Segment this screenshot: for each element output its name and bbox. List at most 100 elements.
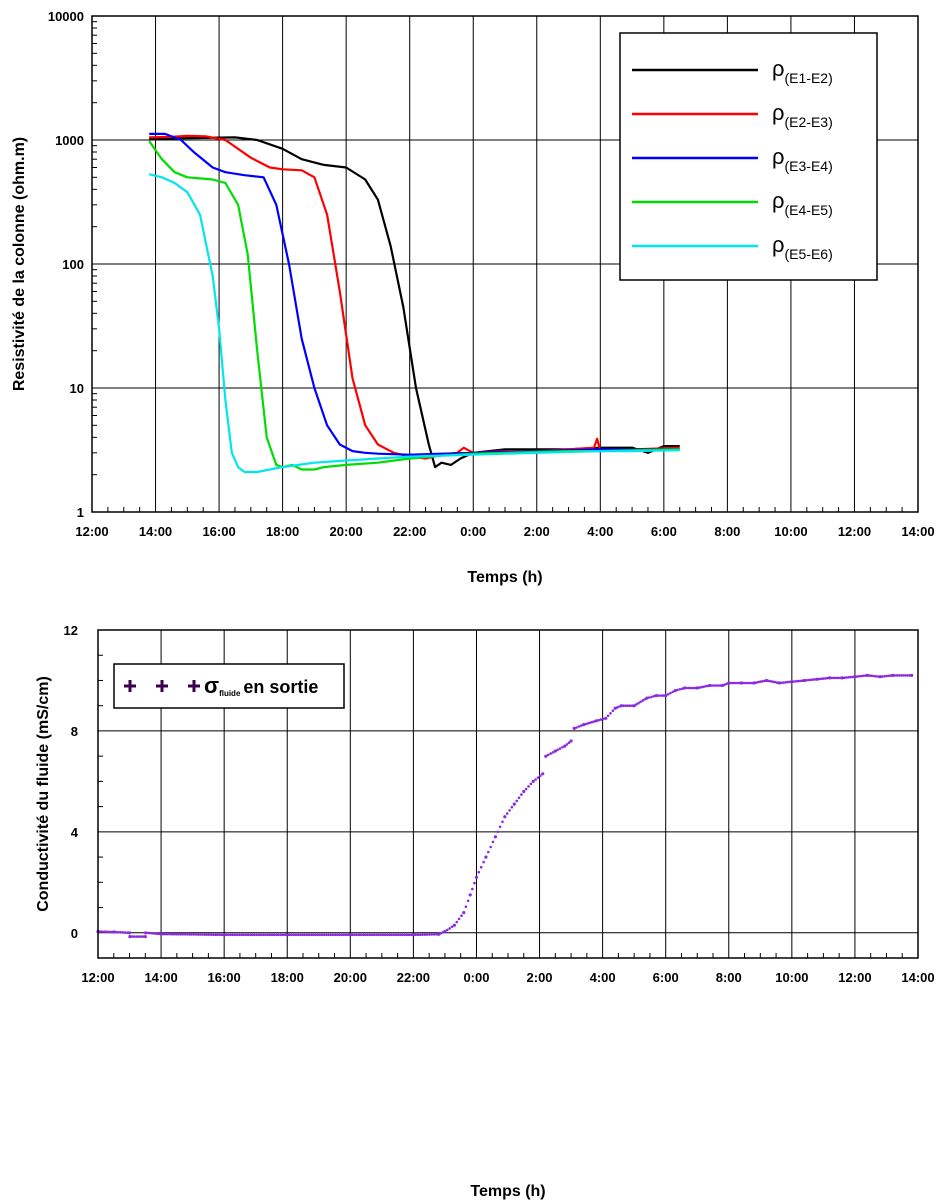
data-point-fill xyxy=(279,933,283,937)
data-point xyxy=(443,929,447,934)
data-point-fill xyxy=(194,933,198,936)
data-point-fill xyxy=(110,930,113,934)
data-point xyxy=(891,673,895,678)
legend-box xyxy=(113,663,345,709)
data-point-fill xyxy=(883,675,886,678)
data-point xyxy=(727,681,731,685)
data-point-fill xyxy=(868,674,871,677)
data-point-fill xyxy=(259,933,263,937)
data-point-fill xyxy=(242,933,245,937)
data-point xyxy=(112,930,116,934)
conductivity-series xyxy=(96,673,914,939)
data-point xyxy=(695,686,699,690)
legend-label-0: ρ(E1-E2) xyxy=(772,56,833,86)
data-point-fill xyxy=(455,920,459,924)
data-point-fill xyxy=(784,681,787,684)
data-point-fill xyxy=(902,674,905,677)
data-point-fill xyxy=(678,688,682,691)
data-point-fill xyxy=(897,674,901,677)
data-point-fill xyxy=(303,933,306,937)
data-point xyxy=(582,723,586,727)
y-tick-label: 4 xyxy=(71,825,79,840)
data-point-fill xyxy=(119,931,122,934)
data-point-fill xyxy=(748,681,752,685)
data-point-fill xyxy=(676,688,679,692)
data-point-fill xyxy=(203,933,206,936)
data-point-fill xyxy=(546,753,550,757)
data-point xyxy=(128,935,132,939)
data-point-fill xyxy=(759,680,762,683)
data-point xyxy=(910,673,914,678)
data-point-fill xyxy=(257,933,261,937)
x-tick-label: 14:00 xyxy=(139,524,172,539)
conductivity-y-tick-labels: 0 4 8 12 xyxy=(64,623,79,941)
data-point-fill xyxy=(549,752,552,755)
data-point-fill xyxy=(609,712,612,715)
data-point-fill xyxy=(906,674,909,677)
data-point-fill xyxy=(386,933,389,937)
data-point-fill xyxy=(520,793,523,796)
x-tick-label: 12:00 xyxy=(75,524,108,539)
data-point-fill xyxy=(135,935,138,938)
data-point-fill xyxy=(388,933,391,937)
data-point-fill xyxy=(704,685,707,688)
x-tick-label: 12:00 xyxy=(838,970,871,985)
x-tick-label: 16:00 xyxy=(202,524,235,539)
data-point-fill xyxy=(175,932,178,936)
data-point xyxy=(544,754,548,758)
data-point xyxy=(683,686,687,690)
x-tick-label: 10:00 xyxy=(775,970,808,985)
data-point-fill xyxy=(698,686,701,689)
data-point-fill xyxy=(685,686,688,690)
data-point xyxy=(645,696,649,700)
data-point-fill xyxy=(338,933,341,937)
data-point-fill xyxy=(233,933,237,937)
data-point xyxy=(144,931,148,935)
data-point-fill xyxy=(885,674,888,678)
data-point xyxy=(411,933,415,937)
legend-label-1: ρ(E2-E3) xyxy=(772,100,833,130)
x-tick-label: 14:00 xyxy=(144,970,177,985)
data-point-fill xyxy=(824,677,827,680)
y-tick-label: 0 xyxy=(71,926,78,941)
data-point-fill xyxy=(508,809,511,812)
data-point-fill xyxy=(836,676,840,680)
y-tick-label: 10 xyxy=(70,381,84,396)
data-point-fill xyxy=(857,675,861,678)
data-point-fill xyxy=(691,686,695,690)
data-point-fill xyxy=(301,933,304,937)
data-point-fill xyxy=(491,840,495,844)
y-tick-label: 1 xyxy=(77,505,84,520)
data-point-fill xyxy=(742,681,745,685)
data-point-fill xyxy=(405,933,409,937)
x-tick-label: 22:00 xyxy=(393,524,426,539)
data-point-fill xyxy=(845,676,848,679)
data-point-fill xyxy=(290,933,293,937)
data-point-fill xyxy=(153,932,156,935)
data-point-fill xyxy=(396,933,400,937)
data-point xyxy=(664,694,668,698)
x-tick-label: 14:00 xyxy=(901,970,934,985)
data-point-fill xyxy=(218,933,222,936)
data-point-fill xyxy=(344,933,348,937)
x-tick-label: 0:00 xyxy=(460,524,486,539)
data-point-fill xyxy=(139,935,143,938)
x-tick-label: 2:00 xyxy=(524,524,550,539)
resistivity-minor-ticks xyxy=(92,21,903,512)
data-point-fill xyxy=(659,694,663,697)
data-point-fill xyxy=(414,933,418,936)
data-point-fill xyxy=(487,850,490,854)
data-point-fill xyxy=(390,933,393,937)
data-point-fill xyxy=(419,933,422,936)
data-point-fill xyxy=(527,785,530,788)
legend-label-3: ρ(E4-E5) xyxy=(772,188,833,218)
data-point-fill xyxy=(329,933,333,937)
resistivity-plot-frame xyxy=(91,15,919,513)
data-point-fill xyxy=(281,933,285,937)
data-point-fill xyxy=(729,681,733,685)
data-point xyxy=(503,815,507,819)
data-point-fill xyxy=(353,933,357,937)
data-point-fill xyxy=(188,933,191,936)
data-point-fill xyxy=(340,933,343,937)
